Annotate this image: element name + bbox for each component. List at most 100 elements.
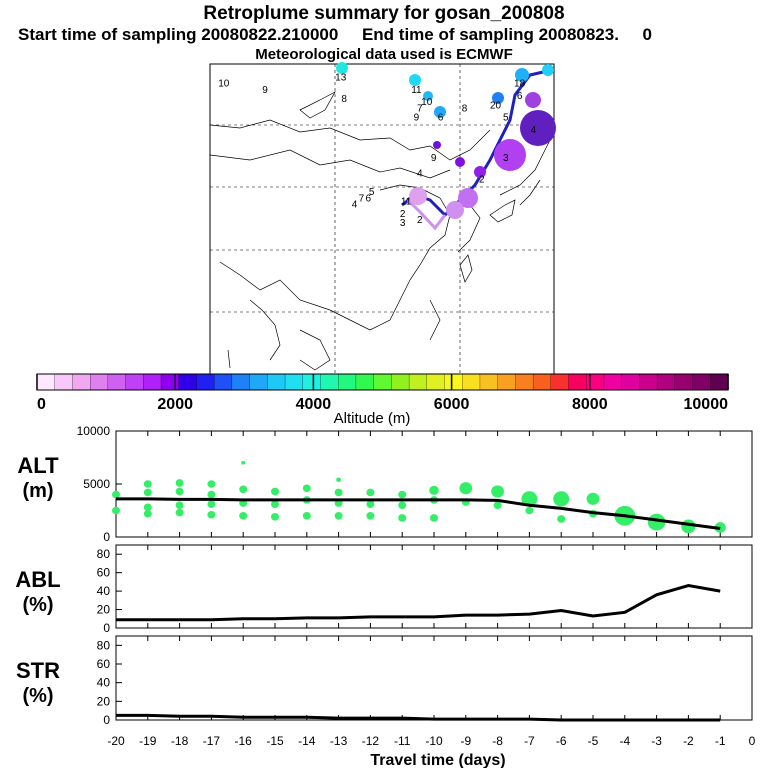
cluster-day-5	[525, 92, 541, 108]
cluster-day-11	[409, 74, 421, 86]
altitude-cluster-dot	[429, 485, 439, 495]
tracer-label: 8	[341, 94, 347, 105]
y-tick-label: 20	[97, 603, 111, 617]
x-tick-label: -5	[588, 734, 599, 748]
altitude-cluster-dot	[302, 484, 311, 493]
map-frame	[209, 63, 555, 375]
colorbar-cell	[338, 373, 357, 391]
tracer-label: 7	[417, 103, 423, 114]
tracer-label: 2	[479, 175, 485, 186]
colorbar-tick-label: 0	[37, 396, 46, 413]
altitude-cluster-dot	[430, 514, 438, 522]
colorbar-cell	[143, 373, 162, 391]
colorbar-cell	[656, 373, 676, 391]
altitude-cluster-dot	[493, 501, 502, 510]
altitude-cluster-dot	[112, 506, 120, 515]
tracer-label: 11	[411, 85, 422, 96]
cluster-day-18	[515, 68, 529, 82]
tracer-label: 10	[218, 79, 230, 90]
cluster-day-20	[492, 92, 504, 104]
altitude-cluster-dot	[366, 500, 375, 508]
tracer-label: 7	[359, 193, 365, 204]
colorbar-cell	[355, 373, 375, 391]
x-tick-label: -16	[235, 734, 253, 748]
altitude-cluster-dot	[521, 491, 538, 507]
x-tick-label: -18	[171, 734, 189, 748]
y-tick-label: 80	[97, 638, 111, 652]
x-tick-label: -3	[651, 734, 662, 748]
colorbar-cell	[462, 373, 481, 391]
x-tick-label: -10	[425, 734, 443, 748]
x-tick-label: 0	[749, 734, 756, 748]
colorbar-tick-label: 6000	[434, 396, 470, 413]
colorbar-cell	[479, 373, 499, 391]
altitude-cluster-dot	[175, 501, 184, 510]
x-tick-label: -7	[524, 734, 535, 748]
colorbar-cell	[284, 373, 304, 391]
x-tick-label: -4	[619, 734, 630, 748]
tracer-label: 11	[401, 196, 412, 207]
y-tick-label: 40	[97, 676, 111, 690]
altitude-cluster-dot	[334, 512, 343, 520]
colorbar-cell	[621, 373, 641, 391]
cluster-day-4	[520, 110, 556, 146]
colorbar-cell	[532, 373, 552, 391]
altitude-cluster-dot	[239, 485, 248, 494]
plume-clusters	[336, 62, 556, 219]
x-tick-label: -13	[330, 734, 348, 748]
altitude-cluster-dot	[557, 515, 566, 523]
colorbar-cell	[515, 373, 534, 391]
y-tick-label: 60	[97, 657, 111, 671]
y-tick-label: 0	[103, 621, 110, 635]
tracer-label: 20	[490, 100, 502, 111]
cluster-day-9	[455, 157, 465, 167]
altitude-cluster-dot	[239, 512, 248, 520]
altitude-cluster-dot	[175, 487, 184, 496]
panel-label: STR	[16, 658, 60, 683]
tracer-label: 3	[503, 153, 509, 164]
altitude-cluster-dot	[336, 477, 341, 483]
altitude-cluster-dot	[491, 485, 504, 498]
x-tick-label: -15	[266, 734, 284, 748]
colorbar-cell	[710, 373, 729, 391]
altitude-cluster-dot	[553, 491, 570, 507]
cluster-day-19	[542, 64, 554, 76]
series-line	[116, 713, 721, 722]
altitude-cluster-dot	[398, 514, 407, 522]
cluster-day-10	[423, 91, 433, 101]
chart-title: Retroplume summary for gosan_200808	[203, 3, 565, 24]
colorbar-tick-label: 10000	[684, 396, 729, 413]
str-panel: 0 20 40 60 80 STR(%)	[16, 635, 753, 727]
colorbar-tick-label: 8000	[572, 396, 608, 413]
x-tick-label: -20	[107, 734, 125, 748]
x-tick-label: -1	[715, 734, 726, 748]
colorbar-cell	[603, 373, 623, 391]
colorbar-cell	[426, 373, 446, 391]
y-tick-label: 60	[97, 566, 111, 580]
tracer-label: 2	[400, 209, 406, 220]
cluster-day-7	[433, 141, 441, 149]
panel-unit: (m)	[22, 480, 53, 502]
tracer-label: 13	[335, 72, 347, 83]
altitude-cluster-dot	[143, 509, 152, 518]
cluster-day-8	[474, 166, 486, 178]
tracer-label: 9	[262, 85, 268, 96]
altitude-cluster-dot	[207, 480, 216, 488]
y-tick-label: 0	[103, 530, 110, 544]
colorbar-cell	[196, 373, 215, 391]
tracer-label: 8	[462, 103, 468, 114]
x-tick-label: -14	[298, 734, 316, 748]
coastlines	[209, 91, 551, 371]
sampling-times-line: Start time of sampling 20080822.210000 E…	[18, 25, 653, 44]
tracer-label: 9	[431, 153, 437, 164]
altitude-cluster-dot	[207, 500, 216, 508]
colorbar-cell	[302, 373, 322, 391]
altitude-cluster-dot	[398, 490, 407, 499]
tracer-label: 9	[414, 113, 420, 124]
panel-unit: (%)	[22, 594, 53, 616]
colorbar-cell	[54, 373, 74, 391]
altitude-cluster-dot	[175, 508, 184, 517]
x-tick-label: -2	[683, 734, 694, 748]
